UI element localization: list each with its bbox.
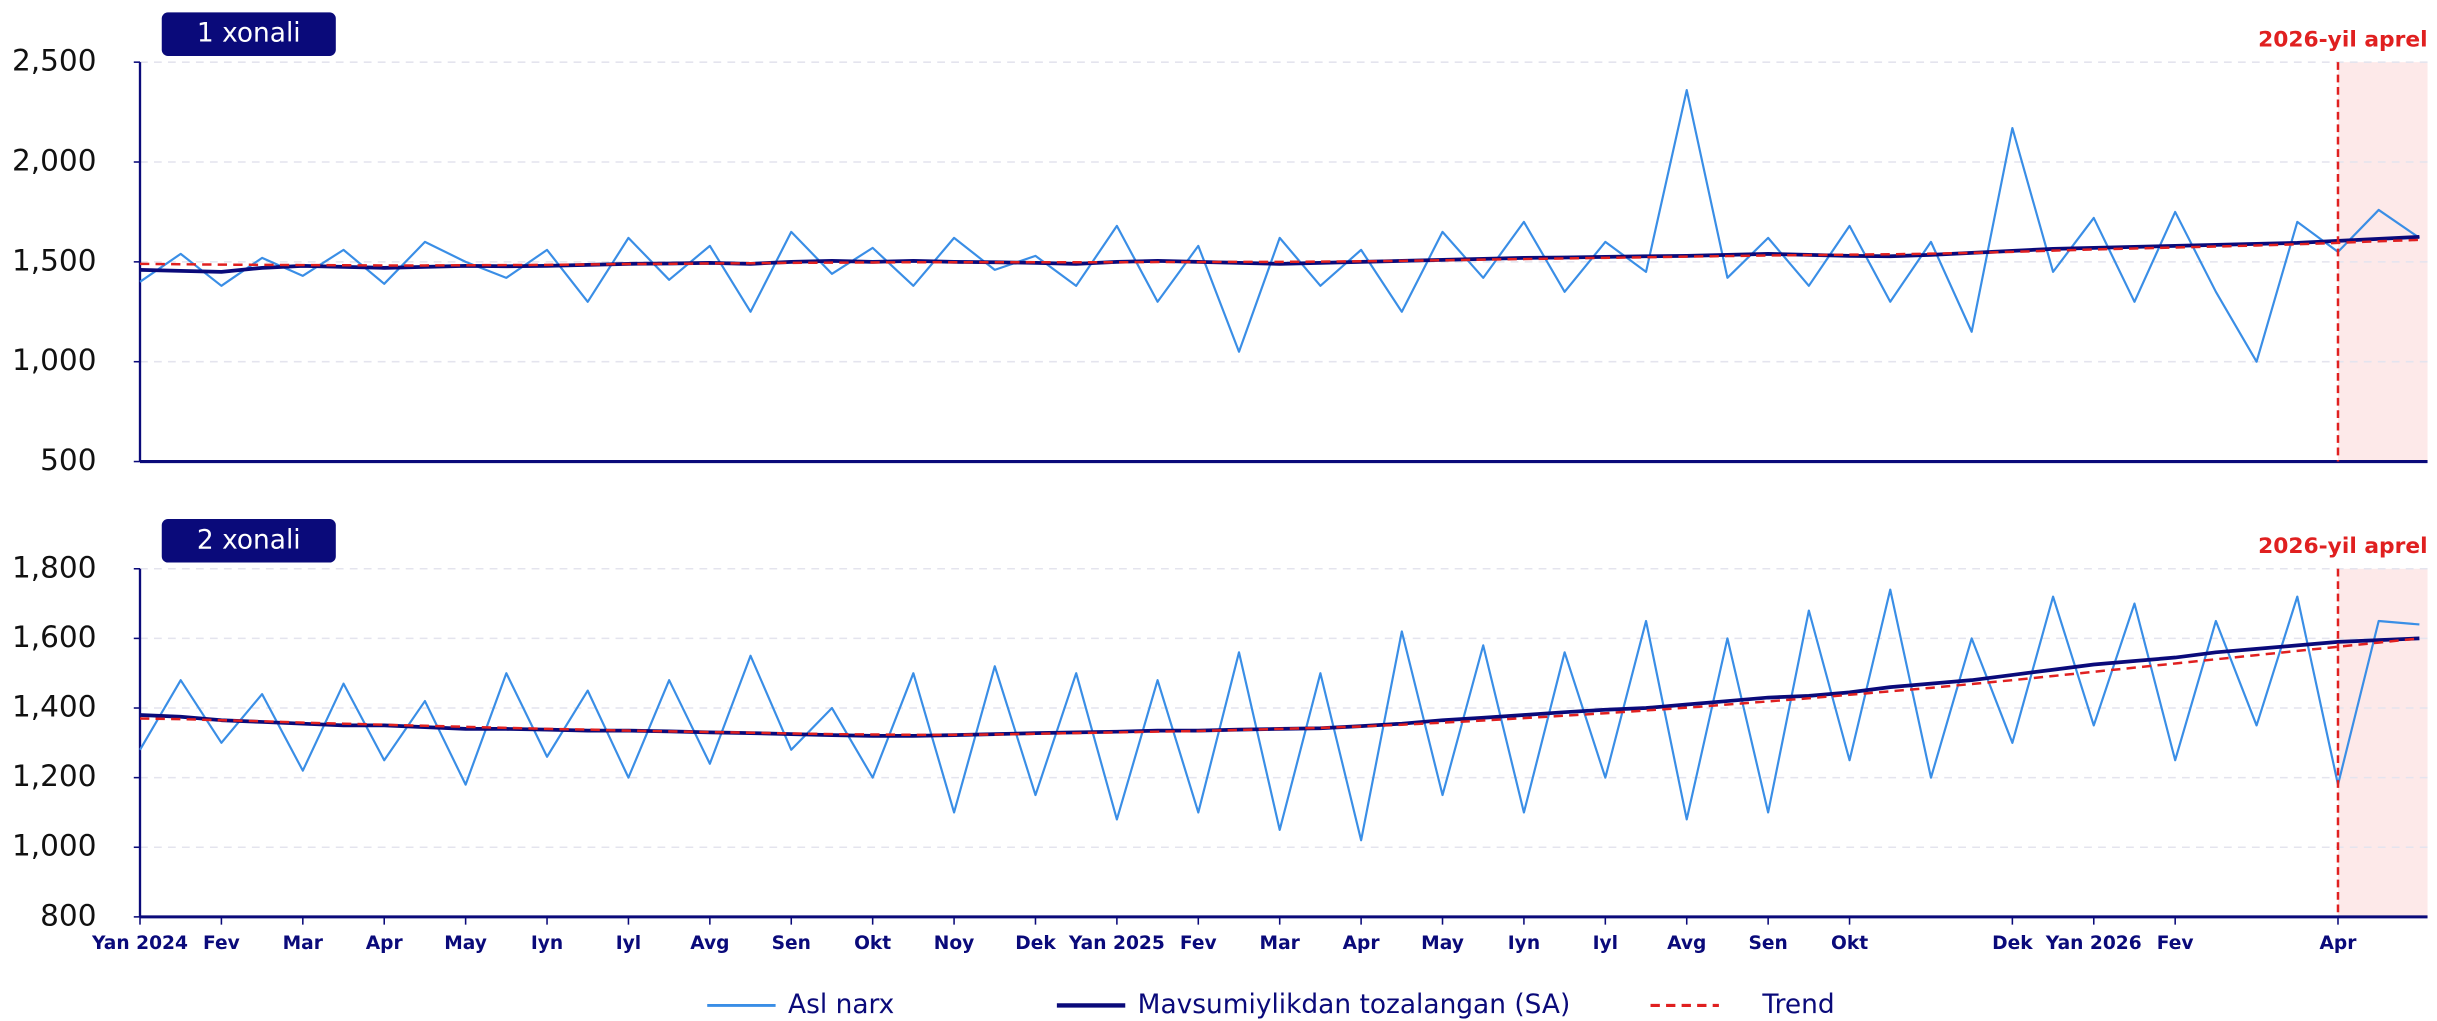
x-tick-label: Yan 2024 [91,933,188,954]
x-tick-label: Iyl [616,933,641,954]
x-tick-label: Sen [772,933,811,954]
x-tick-label: Avg [1667,933,1706,954]
x-tick-label: Iyn [1508,933,1540,954]
y-tick-label: 800 [40,898,96,932]
y-tick-label: 1,800 [12,550,96,584]
marker-label: 2026-yil aprel [2258,534,2427,559]
y-tick-label: 1,600 [12,620,96,654]
x-tick-label: Okt [1831,933,1868,954]
panel-label-text: 2 xonali [197,524,301,555]
x-tick-label: May [444,933,487,954]
panel-label-text: 1 xonali [197,18,301,49]
y-tick-label: 1,000 [12,829,96,863]
panel-label: 1 xonali [161,12,336,56]
x-tick-label: Apr [366,933,404,954]
x-tick-label: Sen [1748,933,1787,954]
legend-label: Asl narx [788,989,894,1020]
panel-label-box [161,519,336,563]
series-line [139,89,2421,363]
x-tick-label: Fev [1180,933,1217,954]
y-tick-label: 1,200 [12,759,96,793]
x-tick-label: Yan 2026 [2045,933,2142,954]
x-tick-label: Mar [283,933,324,954]
x-tick-label: Iyl [1593,933,1618,954]
x-tick-label: Dek [1992,933,2033,954]
x-tick-label: Iyn [531,933,563,954]
x-tick-label: Noy [934,933,975,954]
x-tick-label: Dek [1015,933,1056,954]
series-line [139,235,2420,274]
y-tick-label: 500 [40,443,96,477]
x-tick-label: Okt [854,933,891,954]
series-line [139,637,2420,737]
legend-label: Mavsumiylikdan tozalangan (SA) [1138,989,1571,1020]
marker-label: 2026-yil aprel [2258,27,2427,52]
series-line [139,636,2420,738]
panel-label-box [161,12,336,56]
x-tick-label: Apr [2320,933,2358,954]
x-tick-label: Avg [690,933,729,954]
series-line [139,588,2420,842]
x-tick-label: May [1421,933,1464,954]
y-tick-label: 1,000 [12,343,96,377]
y-tick-label: 2,000 [12,144,96,178]
series-line [139,238,2420,267]
forecast-shade [2337,568,2428,917]
x-tick-label: Yan 2025 [1068,933,1165,954]
y-tick-label: 1,400 [12,690,96,724]
x-tick-label: Fev [203,933,240,954]
y-tick-label: 2,500 [12,44,96,78]
x-tick-label: Mar [1260,933,1301,954]
legend-label: Trend [1761,989,1834,1020]
y-tick-label: 1,500 [12,243,96,277]
x-tick-label: Fev [2157,933,2194,954]
x-tick-label: Apr [1343,933,1381,954]
panel-label: 2 xonali [161,519,336,563]
